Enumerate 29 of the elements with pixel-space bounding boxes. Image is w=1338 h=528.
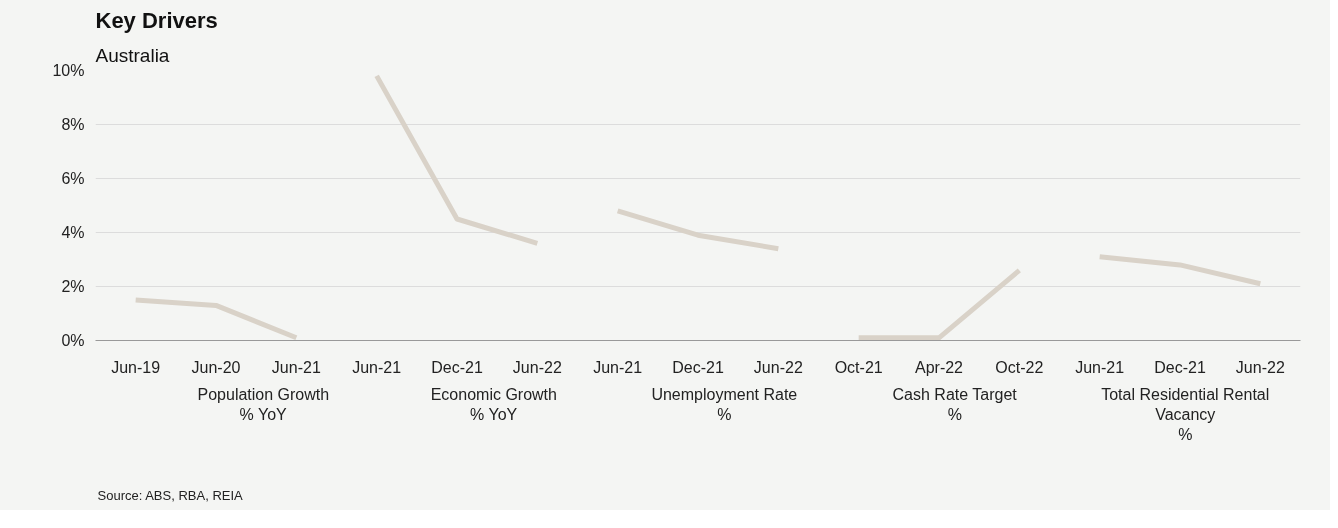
y-tick-label: 2%	[61, 278, 85, 295]
text: Cash Rate Target %	[892, 385, 1018, 423]
x-tick-label: Apr-22	[914, 358, 964, 376]
y-tick-label: 10%	[52, 62, 85, 79]
x-tick-label: Jun-22	[1235, 358, 1285, 376]
chart-title: Key Drivers	[95, 7, 218, 33]
x-tick-label: Dec-21	[1154, 358, 1206, 376]
x-tick-label: Jun-22	[512, 358, 562, 376]
text: Population Growth % YoY	[197, 385, 330, 423]
x-tick-label: Dec-21	[672, 358, 724, 376]
x-tick-label: Oct-21	[834, 358, 883, 376]
source-note: Source: ABS, RBA, REIA	[97, 487, 244, 503]
x-tick-label: Jun-20	[191, 358, 241, 376]
chart-subtitle: Australia	[95, 44, 170, 66]
x-tick-label: Jun-22	[753, 358, 803, 376]
text: Total Residential Rental Vacancy %	[1101, 385, 1270, 444]
x-tick-label: Jun-21	[271, 358, 321, 376]
y-tick-label: 0%	[61, 332, 85, 349]
y-tick-label: 6%	[61, 170, 85, 187]
x-tick-label: Dec-21	[431, 358, 483, 376]
x-tick-label: Jun-21	[593, 358, 643, 376]
x-tick-label: Jun-21	[352, 358, 402, 376]
x-tick-label: Jun-21	[1075, 358, 1125, 376]
y-tick-label: 4%	[61, 224, 85, 241]
x-tick-label: Oct-22	[995, 358, 1044, 376]
text: Economic Growth % YoY	[430, 385, 557, 423]
x-tick-label: Jun-19	[111, 358, 161, 376]
y-tick-label: 8%	[61, 116, 85, 133]
text: Unemployment Rate %	[651, 385, 798, 423]
